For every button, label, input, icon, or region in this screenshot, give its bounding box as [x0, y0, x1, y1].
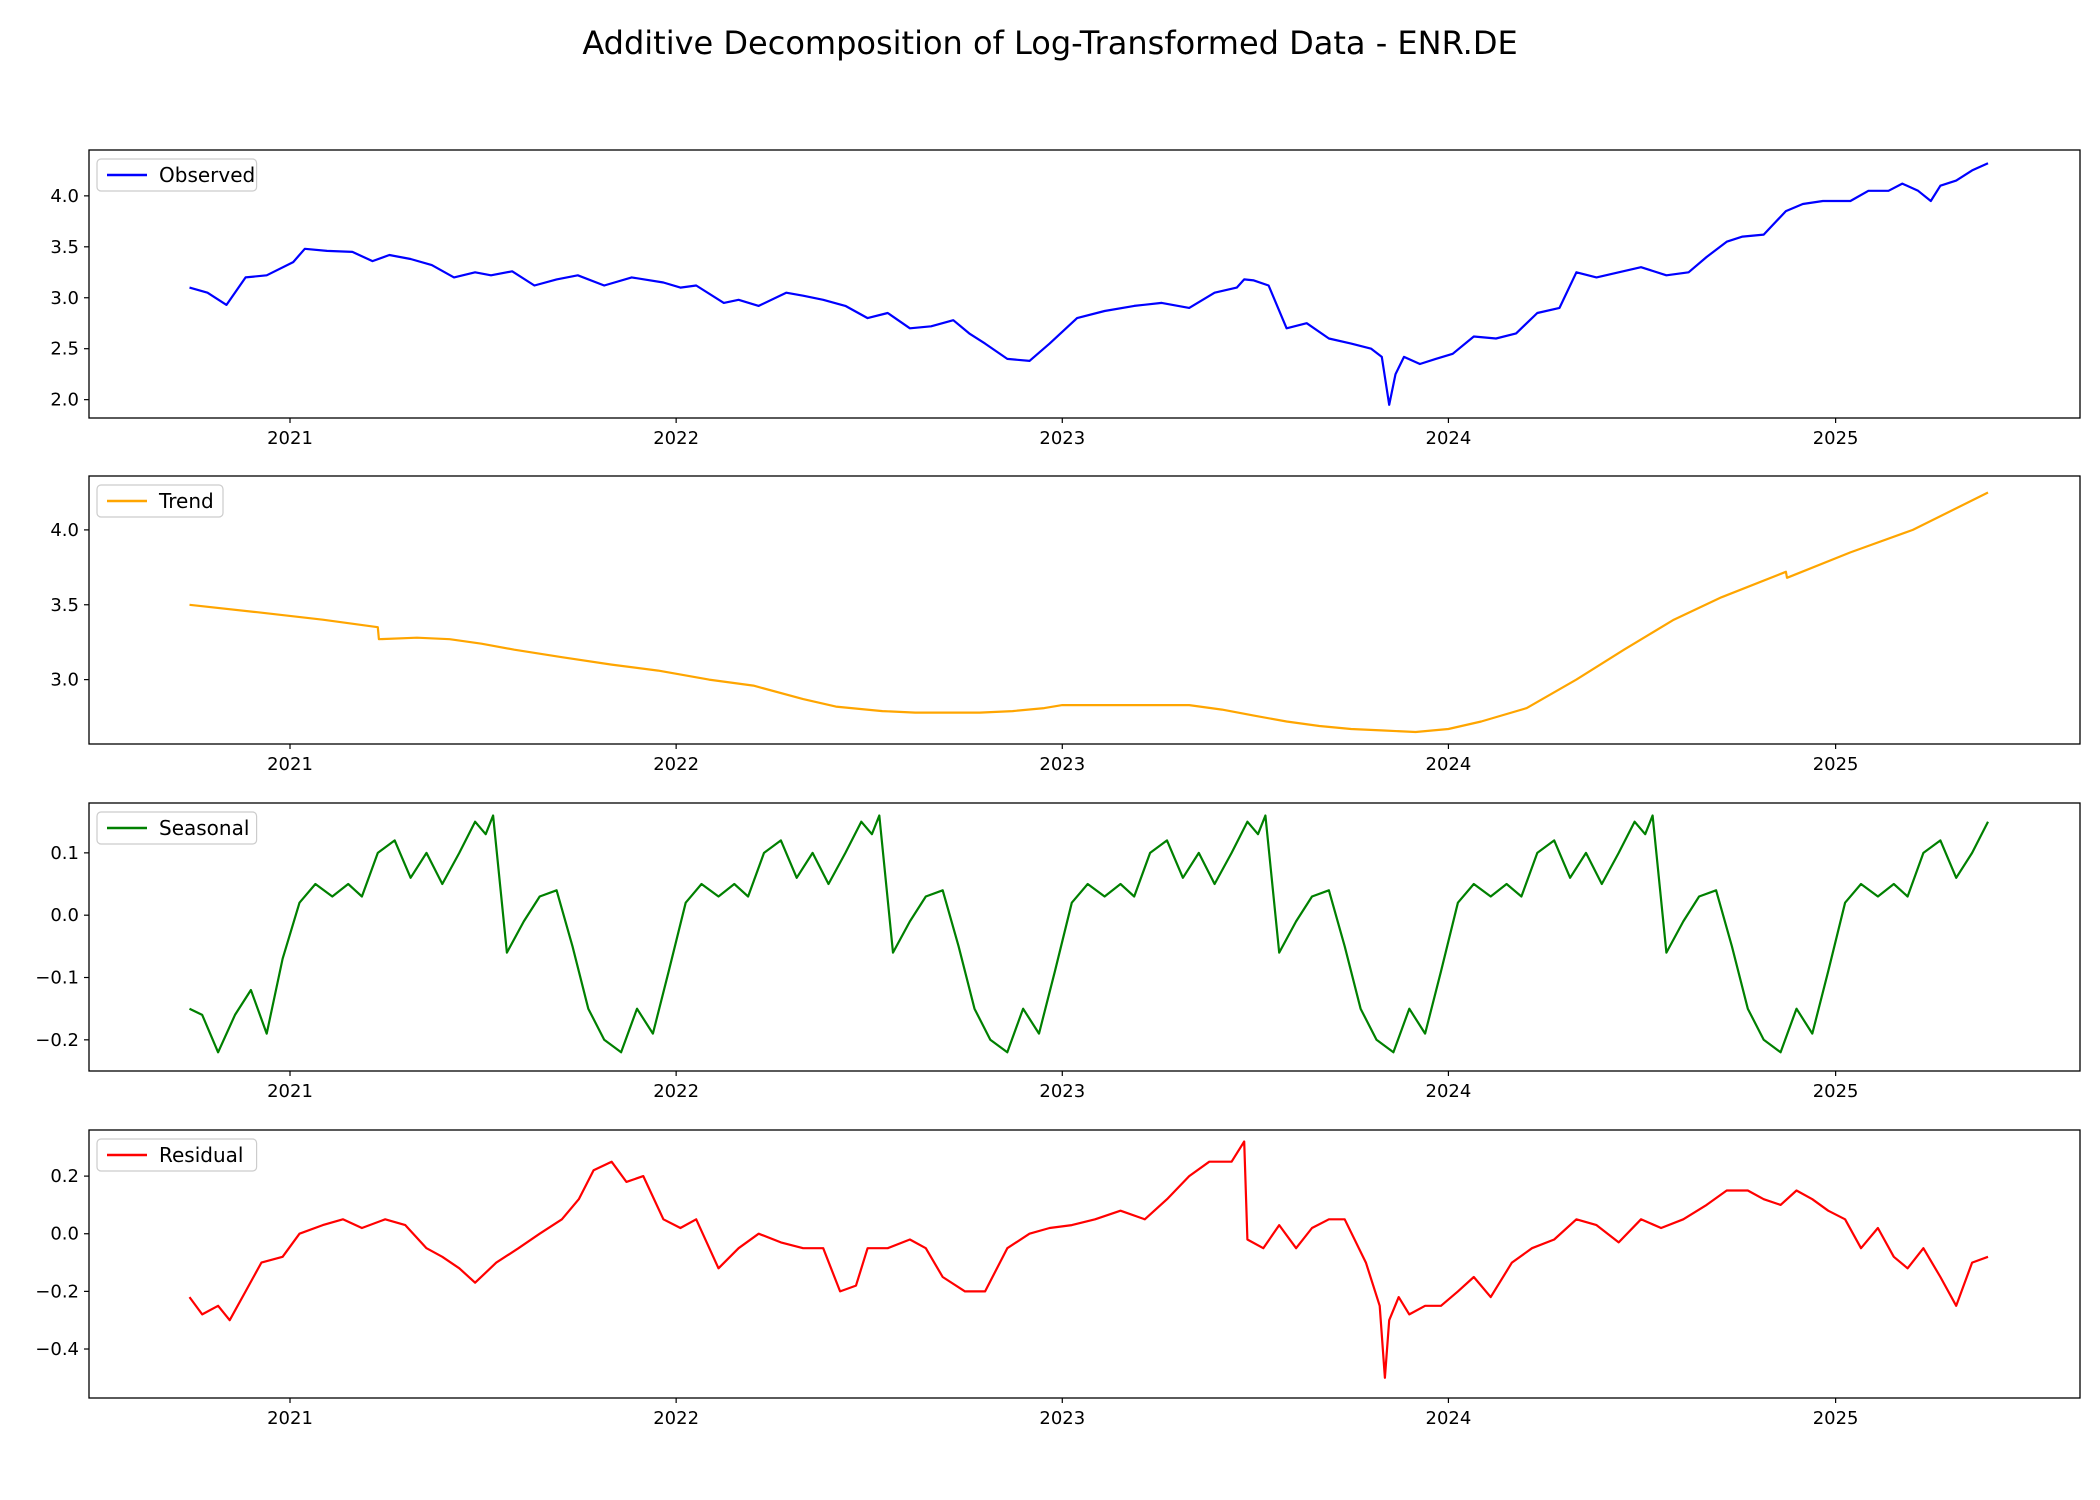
seasonal-y-tick-label: −0.1 — [35, 968, 79, 989]
seasonal-x-tick-label: 2024 — [1426, 1081, 1472, 1102]
figure-title: Additive Decomposition of Log-Transforme… — [582, 24, 1518, 62]
observed-x-tick-label: 2023 — [1039, 428, 1085, 449]
trend-y-tick-label: 3.0 — [50, 670, 79, 691]
residual-legend-box — [96, 1138, 258, 1172]
seasonal-y-tick-label: −0.2 — [35, 1030, 79, 1051]
observed-series-line — [189, 162, 1989, 406]
residual-series-line — [188, 1140, 1989, 1379]
trend-x-tick-label: 2024 — [1426, 754, 1472, 775]
observed-legend: Observed — [96, 158, 258, 192]
residual-axes-frame — [88, 1129, 2081, 1399]
observed-y-tick-label: 2.0 — [50, 390, 79, 411]
seasonal-x-tick-label: 2025 — [1813, 1081, 1859, 1102]
seasonal-legend-box — [96, 811, 258, 845]
observed-y-tick-label: 2.5 — [50, 339, 79, 360]
observed-x-tick-label: 2021 — [267, 428, 313, 449]
trend-panel: 2021 2022 2023 2024 2025 3.0 3.5 4.0 Trend — [50, 475, 2081, 775]
seasonal-legend: Seasonal — [96, 811, 258, 845]
seasonal-x-tick-label: 2021 — [267, 1081, 313, 1102]
seasonal-y-tick-label: 0.1 — [50, 843, 79, 864]
trend-legend-label: Trend — [158, 489, 214, 513]
residual-legend: Residual — [96, 1138, 258, 1172]
trend-series-line — [189, 491, 1989, 734]
trend-x-tick-label: 2025 — [1813, 754, 1859, 775]
residual-panel: 2021 2022 2023 2024 2025 −0.4 −0.2 0.0 0.2 Residu… — [35, 1129, 2081, 1429]
residual-x-tick-label: 2023 — [1039, 1408, 1085, 1429]
observed-legend-box — [96, 158, 258, 192]
trend-legend-box — [96, 484, 224, 518]
observed-x-tick-label: 2024 — [1426, 428, 1472, 449]
observed-y-tick-label: 3.5 — [50, 237, 79, 258]
observed-panel: 2021 2022 2023 2024 2025 2.0 2.5 3.0 3.5 4.0 Obser… — [50, 149, 2081, 449]
seasonal-x-tick-label: 2023 — [1039, 1081, 1085, 1102]
residual-x-tick-label: 2021 — [267, 1408, 313, 1429]
residual-y-tick-label: −0.2 — [35, 1281, 79, 1302]
trend-x-tick-label: 2021 — [267, 754, 313, 775]
seasonal-panel: 2021 2022 2023 2024 2025 −0.2 −0.1 0.0 0.1 Season… — [35, 802, 2081, 1102]
trend-x-tick-label: 2023 — [1039, 754, 1085, 775]
residual-x-tick-label: 2024 — [1426, 1408, 1472, 1429]
trend-legend: Trend — [96, 484, 224, 518]
observed-x-tick-label: 2025 — [1813, 428, 1859, 449]
residual-y-tick-label: 0.0 — [50, 1224, 79, 1245]
seasonal-series-line — [189, 814, 1989, 1054]
trend-x-tick-label: 2022 — [653, 754, 699, 775]
seasonal-legend-label: Seasonal — [159, 816, 249, 840]
observed-y-tick-label: 3.0 — [50, 288, 79, 309]
residual-x-tick-label: 2022 — [653, 1408, 699, 1429]
observed-axes-frame — [88, 149, 2081, 419]
trend-axes-frame — [88, 475, 2081, 745]
trend-y-tick-label: 4.0 — [50, 520, 79, 541]
residual-legend-label: Residual — [159, 1143, 243, 1167]
residual-y-tick-label: −0.4 — [35, 1339, 79, 1360]
observed-y-tick-label: 4.0 — [50, 186, 79, 207]
residual-y-tick-label: 0.2 — [50, 1166, 79, 1187]
observed-x-tick-label: 2022 — [653, 428, 699, 449]
seasonal-x-tick-label: 2022 — [653, 1081, 699, 1102]
seasonal-axes-frame — [88, 802, 2081, 1072]
trend-y-tick-label: 3.5 — [50, 595, 79, 616]
observed-legend-label: Observed — [159, 163, 255, 187]
seasonal-y-tick-label: 0.0 — [50, 905, 79, 926]
residual-x-tick-label: 2025 — [1813, 1408, 1859, 1429]
